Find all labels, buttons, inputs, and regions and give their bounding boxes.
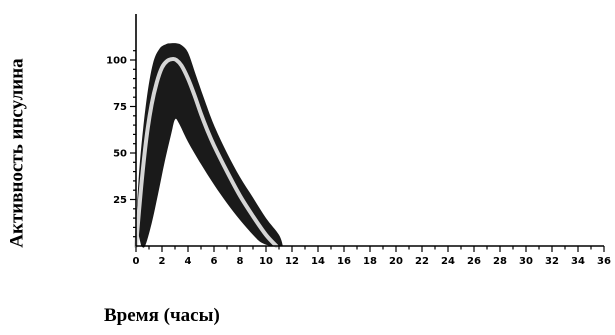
x-tick-label: 22	[415, 256, 429, 267]
y-tick-label: 25	[113, 195, 127, 206]
y-tick-label: 50	[113, 149, 127, 160]
x-tick-label: 0	[133, 256, 140, 267]
y-tick-label: 100	[106, 56, 127, 67]
activity-band-group	[136, 43, 283, 248]
y-axis-label-container: Активность инсулина	[4, 5, 32, 300]
x-tick-label: 36	[597, 256, 611, 267]
y-axis-label: Активность инсулина	[7, 57, 29, 248]
x-tick-label: 6	[211, 256, 218, 267]
center-line	[134, 56, 279, 248]
x-tick-label: 18	[363, 256, 377, 267]
x-tick-label: 16	[337, 256, 351, 267]
activity-band	[136, 43, 283, 248]
y-tick-label: 75	[113, 102, 127, 113]
x-tick-label: 28	[493, 256, 507, 267]
x-tick-label: 14	[311, 256, 325, 267]
x-tick-label: 8	[237, 256, 244, 267]
x-tick-label: 24	[441, 256, 455, 267]
center-line-group	[134, 56, 279, 248]
x-tick-label: 26	[467, 256, 481, 267]
x-tick-label: 20	[389, 256, 403, 267]
x-tick-label: 2	[159, 256, 166, 267]
x-tick-label: 30	[519, 256, 533, 267]
x-tick-label: 32	[545, 256, 559, 267]
x-tick-label: 10	[259, 256, 273, 267]
x-axis-label: Время (часы)	[104, 305, 220, 326]
x-tick-label: 12	[285, 256, 299, 267]
x-tick-label: 4	[185, 256, 192, 267]
x-tick-label: 34	[571, 256, 585, 267]
